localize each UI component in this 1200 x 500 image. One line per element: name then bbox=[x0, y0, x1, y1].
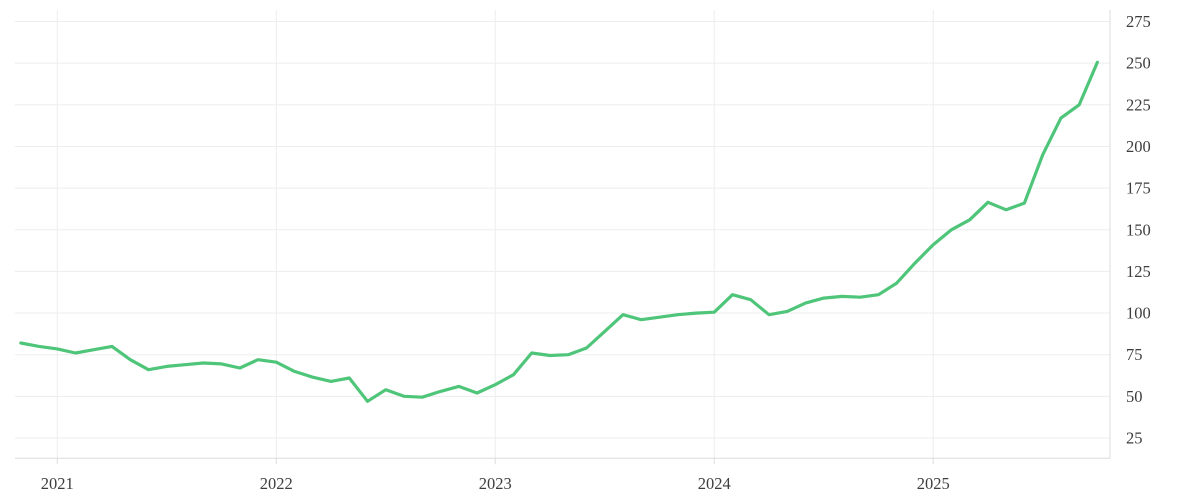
x-tick-label: 2021 bbox=[41, 474, 74, 493]
y-tick-label: 150 bbox=[1126, 220, 1151, 239]
x-tick-label: 2023 bbox=[479, 474, 512, 493]
y-tick-label: 125 bbox=[1126, 262, 1151, 281]
x-tick-label: 2024 bbox=[698, 474, 731, 493]
x-tick-label: 2025 bbox=[917, 474, 950, 493]
y-tick-label: 275 bbox=[1126, 12, 1151, 31]
y-tick-label: 100 bbox=[1126, 304, 1151, 323]
x-tick-label: 2022 bbox=[260, 474, 293, 493]
y-tick-label: 25 bbox=[1126, 429, 1143, 448]
y-tick-label: 50 bbox=[1126, 387, 1143, 406]
y-tick-label: 175 bbox=[1126, 179, 1151, 198]
y-tick-label: 75 bbox=[1126, 345, 1143, 364]
y-tick-label: 200 bbox=[1126, 137, 1151, 156]
y-tick-label: 250 bbox=[1126, 54, 1151, 73]
y-tick-label: 225 bbox=[1126, 95, 1151, 114]
price-line bbox=[19, 60, 1100, 403]
